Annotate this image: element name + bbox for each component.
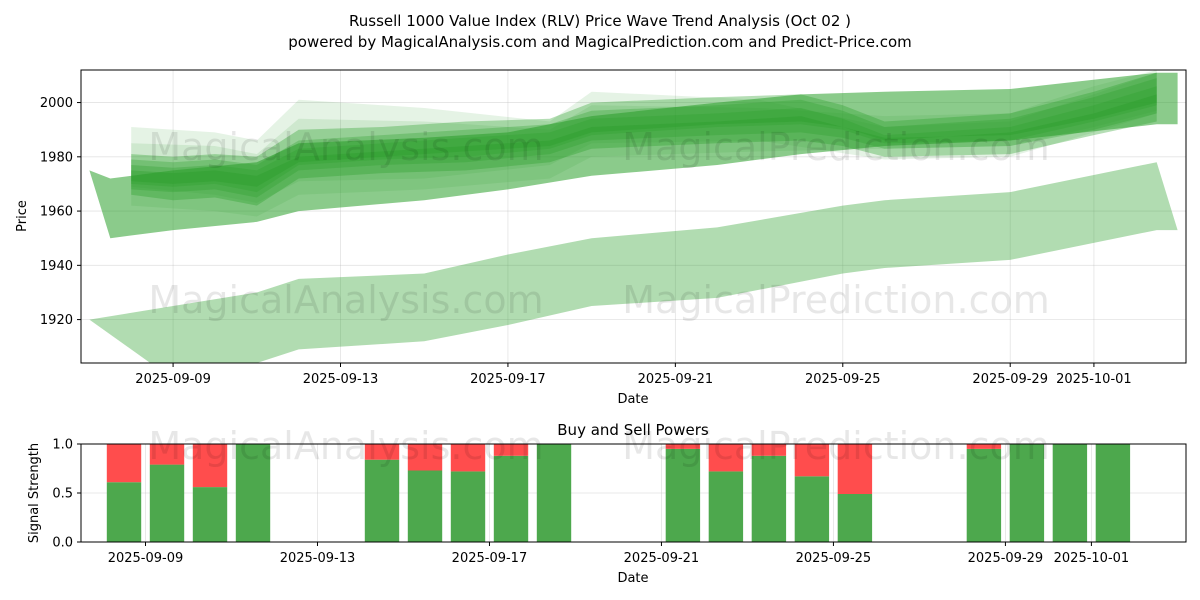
price-band-wave-faint-2 bbox=[131, 70, 1157, 217]
signal-y-tick-label: 0.0 bbox=[52, 536, 73, 551]
signal-chart: Buy and Sell Powers MagicalAnalysis.com … bbox=[27, 421, 1187, 586]
sell-bar bbox=[192, 444, 228, 488]
sell-bar bbox=[665, 444, 701, 449]
price-plot-frame bbox=[80, 69, 1187, 364]
watermark-bottom-left: MagicalAnalysis.com bbox=[148, 424, 543, 468]
sell-bar bbox=[966, 444, 1002, 449]
sell-bar bbox=[149, 444, 185, 465]
price-y-tick-label: 1960 bbox=[40, 205, 73, 220]
price-x-axis: 2025-09-09 2025-09-13 2025-09-17 2025-09-21… bbox=[135, 363, 1132, 387]
buy-bar bbox=[665, 448, 701, 542]
signal-y-tick-label: 0.5 bbox=[52, 487, 73, 502]
sell-bar bbox=[106, 444, 142, 483]
buy-bar bbox=[708, 471, 744, 542]
buy-bar bbox=[450, 471, 486, 542]
price-x-tick-label: 2025-09-21 bbox=[638, 372, 714, 387]
signal-y-axis-label: Signal Strength bbox=[27, 443, 42, 543]
buy-bar bbox=[837, 494, 873, 542]
watermark-bottom-right: MagicalPrediction.com bbox=[622, 424, 1050, 468]
price-x-tick-label: 2025-10-01 bbox=[1056, 372, 1132, 387]
price-x-tick-label: 2025-09-09 bbox=[135, 372, 211, 387]
buy-bar bbox=[192, 487, 228, 542]
sell-bar bbox=[794, 444, 830, 477]
price-y-tick-label: 1940 bbox=[40, 259, 73, 274]
price-band-lower-wave bbox=[89, 162, 1178, 363]
sell-bar bbox=[751, 444, 787, 456]
sell-bar bbox=[364, 444, 400, 460]
price-y-tick-label: 1920 bbox=[40, 313, 73, 328]
signal-x-tick-label: 2025-10-01 bbox=[1054, 551, 1130, 566]
buy-bar bbox=[149, 464, 185, 542]
signal-x-axis-label: Date bbox=[617, 571, 648, 586]
buy-bar bbox=[1009, 444, 1045, 542]
signal-x-tick-label: 2025-09-25 bbox=[796, 551, 872, 566]
price-y-tick-label: 1980 bbox=[40, 150, 73, 165]
price-x-tick-label: 2025-09-25 bbox=[805, 372, 881, 387]
signal-x-tick-label: 2025-09-29 bbox=[968, 551, 1044, 566]
price-band-main-wave bbox=[89, 72, 1178, 239]
signal-chart-title: Buy and Sell Powers bbox=[557, 421, 709, 439]
signal-bars bbox=[106, 444, 1131, 542]
signal-y-axis: 0.0 0.5 1.0 bbox=[52, 438, 81, 551]
signal-x-axis: 2025-09-09 2025-09-13 2025-09-17 2025-09-21… bbox=[108, 542, 1129, 566]
price-y-axis-label: Price bbox=[15, 200, 30, 232]
figure-title-line2: powered by MagicalAnalysis.com and Magic… bbox=[288, 33, 912, 51]
price-wave-bands bbox=[89, 70, 1178, 363]
price-chart: MagicalAnalysis.com MagicalPrediction.co… bbox=[15, 69, 1187, 407]
price-x-axis-label: Date bbox=[617, 392, 648, 407]
buy-bar bbox=[1095, 444, 1131, 542]
buy-bar bbox=[364, 459, 400, 542]
signal-x-tick-label: 2025-09-09 bbox=[108, 551, 184, 566]
price-x-tick-label: 2025-09-13 bbox=[303, 372, 379, 387]
signal-x-tick-label: 2025-09-21 bbox=[624, 551, 700, 566]
price-band-wave-core-1 bbox=[131, 72, 1157, 206]
buy-bar bbox=[1052, 444, 1088, 542]
signal-y-tick-label: 1.0 bbox=[52, 438, 73, 453]
price-y-tick-label: 2000 bbox=[40, 96, 73, 111]
watermark-top-right: MagicalPrediction.com bbox=[622, 125, 1050, 169]
buy-bar bbox=[536, 444, 572, 542]
price-x-tick-label: 2025-09-17 bbox=[470, 372, 546, 387]
watermark-mid-right: MagicalPrediction.com bbox=[622, 278, 1050, 322]
price-band-wave-core-4 bbox=[131, 94, 1157, 187]
watermark-top-left: MagicalAnalysis.com bbox=[148, 125, 543, 169]
sell-bar bbox=[708, 444, 744, 472]
signal-x-tick-label: 2025-09-13 bbox=[280, 551, 356, 566]
price-band-wave-core-3 bbox=[131, 86, 1157, 193]
watermark-mid-left: MagicalAnalysis.com bbox=[148, 278, 543, 322]
figure-title-line1: Russell 1000 Value Index (RLV) Price Wav… bbox=[349, 12, 851, 30]
price-band-wave-core-2 bbox=[131, 78, 1157, 198]
buy-bar bbox=[106, 482, 142, 542]
buy-bar bbox=[493, 455, 529, 542]
signal-x-tick-label: 2025-09-17 bbox=[452, 551, 528, 566]
buy-bar bbox=[407, 470, 443, 542]
buy-bar bbox=[794, 476, 830, 542]
buy-bar bbox=[966, 448, 1002, 542]
price-y-axis: 1920 1940 1960 1980 2000 bbox=[40, 96, 81, 328]
sell-bar bbox=[407, 444, 443, 471]
sell-bar bbox=[450, 444, 486, 472]
price-x-tick-label: 2025-09-29 bbox=[972, 372, 1048, 387]
sell-bar bbox=[837, 444, 873, 494]
buy-bar bbox=[235, 444, 271, 542]
buy-bar bbox=[751, 455, 787, 542]
sell-bar bbox=[493, 444, 529, 456]
price-band-wave-faint-1 bbox=[131, 72, 1157, 203]
